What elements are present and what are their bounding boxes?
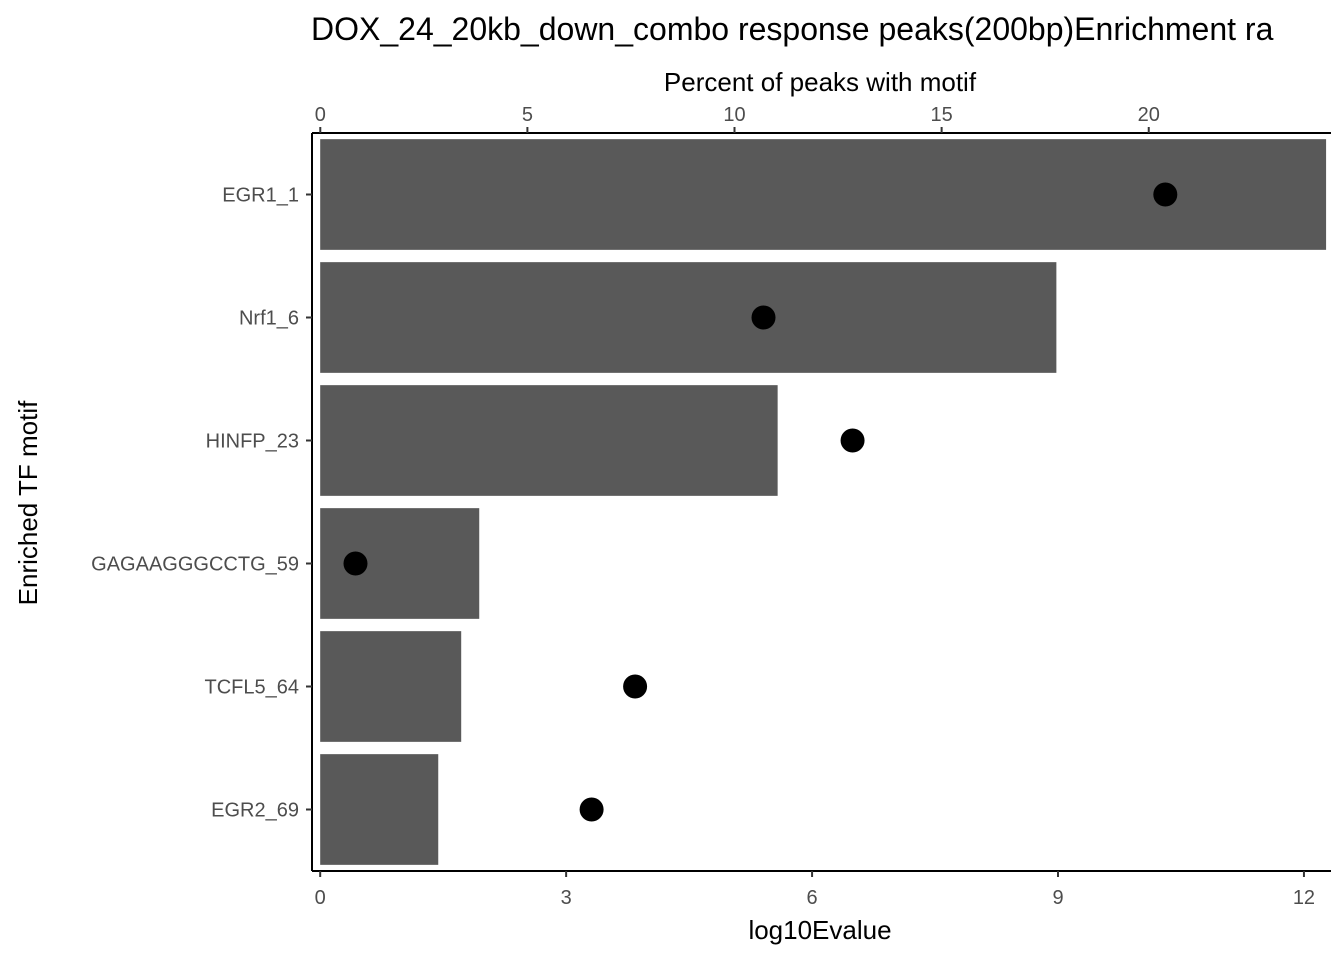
bottom-axis-title: log10Evalue [748,915,891,945]
category-label: EGR1_1 [222,185,299,207]
category-label: EGR2_69 [211,800,299,822]
point [343,551,368,576]
bar [320,262,1057,373]
point [623,674,648,699]
chart-title: DOX_24_20kb_down_combo response peaks(20… [311,11,1274,47]
x-tick-label: 3 [561,887,572,909]
plot-area: EGR1_1 Nrf1_6 HINFP_23 GAGAAGGGCCTG_59 TCFL5… [91,104,1331,909]
x-tick-label: 9 [1052,887,1063,909]
x2-tick-label: 5 [522,104,533,126]
x-tick-label: 0 [315,887,326,909]
point [1153,182,1178,207]
x2-tick-label: 0 [315,104,326,126]
bar [320,385,778,496]
point [579,797,604,822]
x-tick-label: 12 [1293,887,1315,909]
y-axis-title: Enriched TF motif [13,400,43,605]
bar [320,754,439,865]
x-tick-label: 6 [807,887,818,909]
x2-tick-label: 15 [931,104,953,126]
category-label: HINFP_23 [206,431,299,453]
point [840,428,865,453]
point [751,305,776,330]
x2-tick-label: 10 [723,104,745,126]
category-label: TCFL5_64 [205,677,300,699]
top-axis-title: Percent of peaks with motif [664,67,977,97]
x2-tick-label: 20 [1138,104,1160,126]
bar [320,631,462,742]
category-label: Nrf1_6 [239,308,299,330]
category-label: GAGAAGGGCCTG_59 [91,554,299,576]
